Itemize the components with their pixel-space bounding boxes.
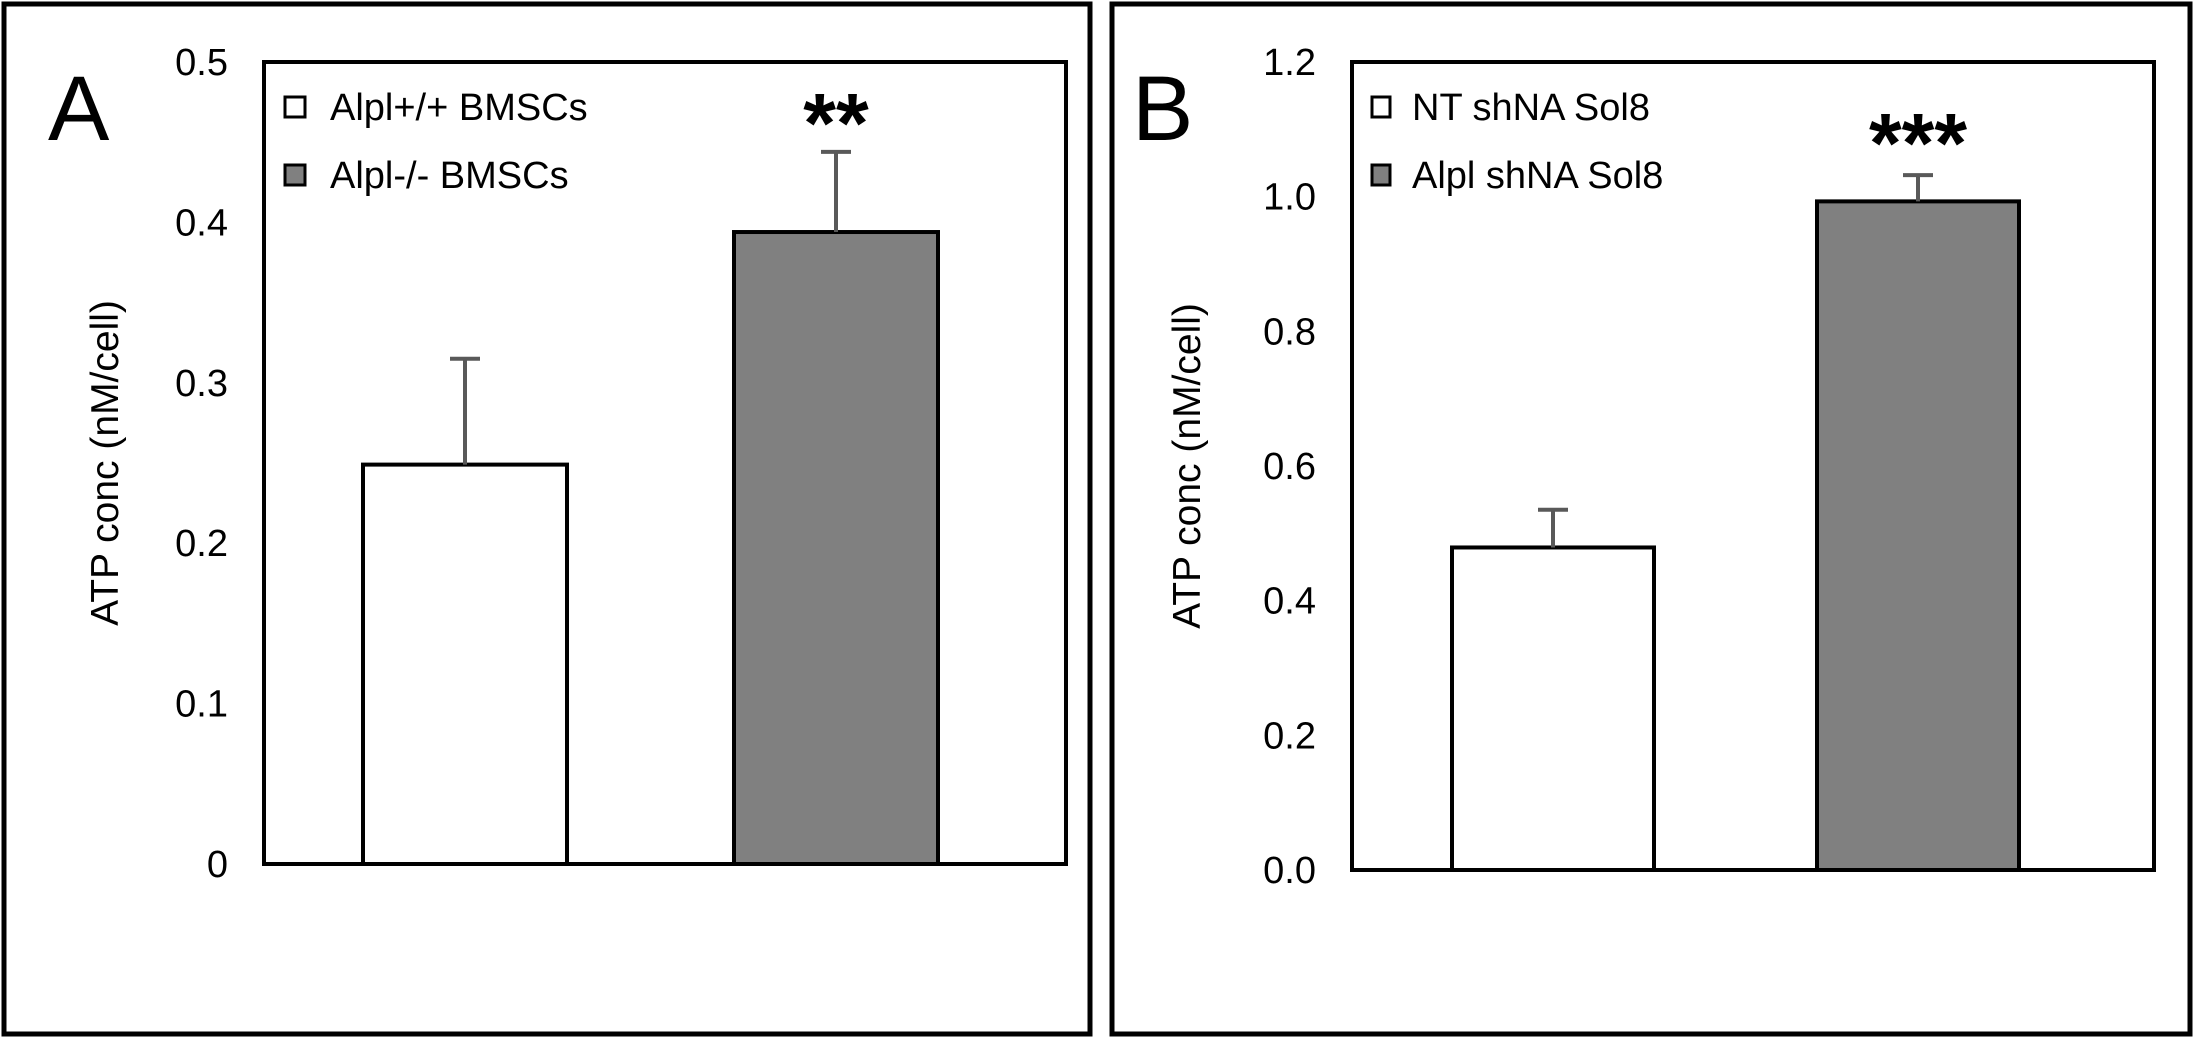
legend-label-2: Alpl shNA Sol8 bbox=[1412, 155, 1663, 197]
y-tick-label: 0 bbox=[207, 844, 228, 886]
y-tick-label: 1.2 bbox=[1263, 42, 1316, 84]
y-axis-label: ATP conc (nM/cell) bbox=[1166, 303, 1209, 629]
panel-b: B 0.0 0.2 0.4 0.6 0.8 1.0 1.2 ATP conc (nM/cell)… bbox=[1109, 1, 2193, 1037]
legend-swatch-2 bbox=[1370, 163, 1392, 187]
y-axis-label: ATP conc (nM/cell) bbox=[84, 300, 127, 626]
bar-1 bbox=[1450, 545, 1656, 872]
bar-1 bbox=[361, 462, 569, 866]
legend-swatch-2 bbox=[283, 163, 307, 187]
y-tick-label: 0.0 bbox=[1263, 850, 1316, 892]
y-tick-label: 0.6 bbox=[1263, 446, 1316, 488]
y-tick-label: 0.8 bbox=[1263, 311, 1316, 353]
legend-swatch-1 bbox=[1370, 95, 1392, 119]
y-tick-label: 0.1 bbox=[175, 684, 228, 726]
y-tick-label: 0.4 bbox=[175, 202, 228, 244]
y-tick-label: 0.5 bbox=[175, 42, 228, 84]
bar-2 bbox=[1815, 199, 2021, 872]
significance-marker: ** bbox=[803, 76, 869, 170]
y-tick-label: 0.2 bbox=[1263, 715, 1316, 757]
panel-a: A 0 0.1 0.2 0.3 0.4 0.5 ATP conc (nM/cell) Alpl+… bbox=[1, 1, 1093, 1037]
y-tick-label: 0.4 bbox=[1263, 581, 1316, 623]
panel-letter: B bbox=[1132, 58, 1193, 160]
legend-label-2: Alpl-/- BMSCs bbox=[330, 155, 569, 197]
legend-swatch-1 bbox=[283, 95, 307, 119]
legend-label-1: NT shNA Sol8 bbox=[1412, 87, 1650, 129]
y-tick-label: 1.0 bbox=[1263, 177, 1316, 219]
panel-letter: A bbox=[48, 58, 110, 160]
y-tick-label: 0.3 bbox=[175, 363, 228, 405]
legend-label-1: Alpl+/+ BMSCs bbox=[330, 87, 588, 129]
y-tick-label: 0.2 bbox=[175, 523, 228, 565]
bar-2 bbox=[732, 230, 940, 867]
significance-marker: *** bbox=[1869, 96, 1967, 190]
